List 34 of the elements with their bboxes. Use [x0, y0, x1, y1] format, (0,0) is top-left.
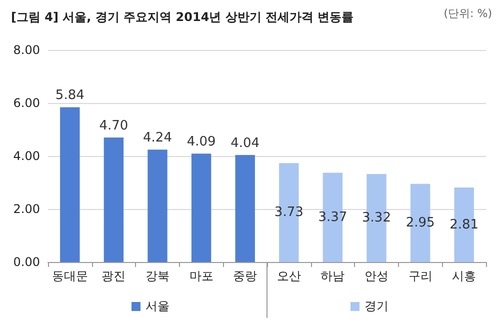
chart-title: [그림 4] 서울, 경기 주요지역 2014년 상반기 전세가격 변동률	[11, 10, 354, 24]
data-label: 2.81	[450, 217, 479, 232]
data-label: 3.37	[318, 210, 348, 225]
x-tick-label: 중랑	[233, 269, 258, 283]
bar	[148, 150, 168, 262]
x-tick-label: 구리	[408, 269, 432, 283]
x-tick-label: 오산	[276, 269, 301, 283]
data-label: 2.95	[406, 215, 435, 230]
x-tick-label: 동대문	[52, 269, 88, 283]
x-tick-label: 광진	[102, 269, 126, 283]
y-tick-label: 6.00	[13, 96, 40, 110]
y-tick-label: 4.00	[13, 149, 40, 163]
data-label: 4.09	[186, 134, 216, 150]
x-tick-label: 강북	[146, 269, 170, 283]
y-tick-label: 8.00	[13, 43, 40, 57]
data-label: 4.24	[143, 130, 172, 146]
legend-label: 서울	[146, 299, 170, 313]
data-label: 3.32	[362, 210, 391, 226]
bar	[191, 154, 212, 262]
y-tick-label: 2.00	[13, 202, 40, 216]
x-tick-label: 안성	[364, 269, 388, 283]
x-tick-label: 하남	[320, 269, 345, 283]
bar	[235, 154, 255, 262]
data-label: 4.70	[99, 118, 128, 134]
data-label: 4.04	[230, 136, 260, 151]
y-tick-label: 0.00	[13, 255, 40, 269]
x-tick-label: 시흥	[452, 269, 476, 283]
text: (단위: %)	[444, 7, 492, 20]
bar	[60, 107, 80, 262]
legend-label: 경기	[364, 299, 388, 313]
x-tick-label: 마포	[189, 269, 214, 283]
data-label: 5.84	[55, 88, 84, 104]
bar	[104, 137, 124, 262]
data-label: 3.73	[274, 205, 304, 220]
